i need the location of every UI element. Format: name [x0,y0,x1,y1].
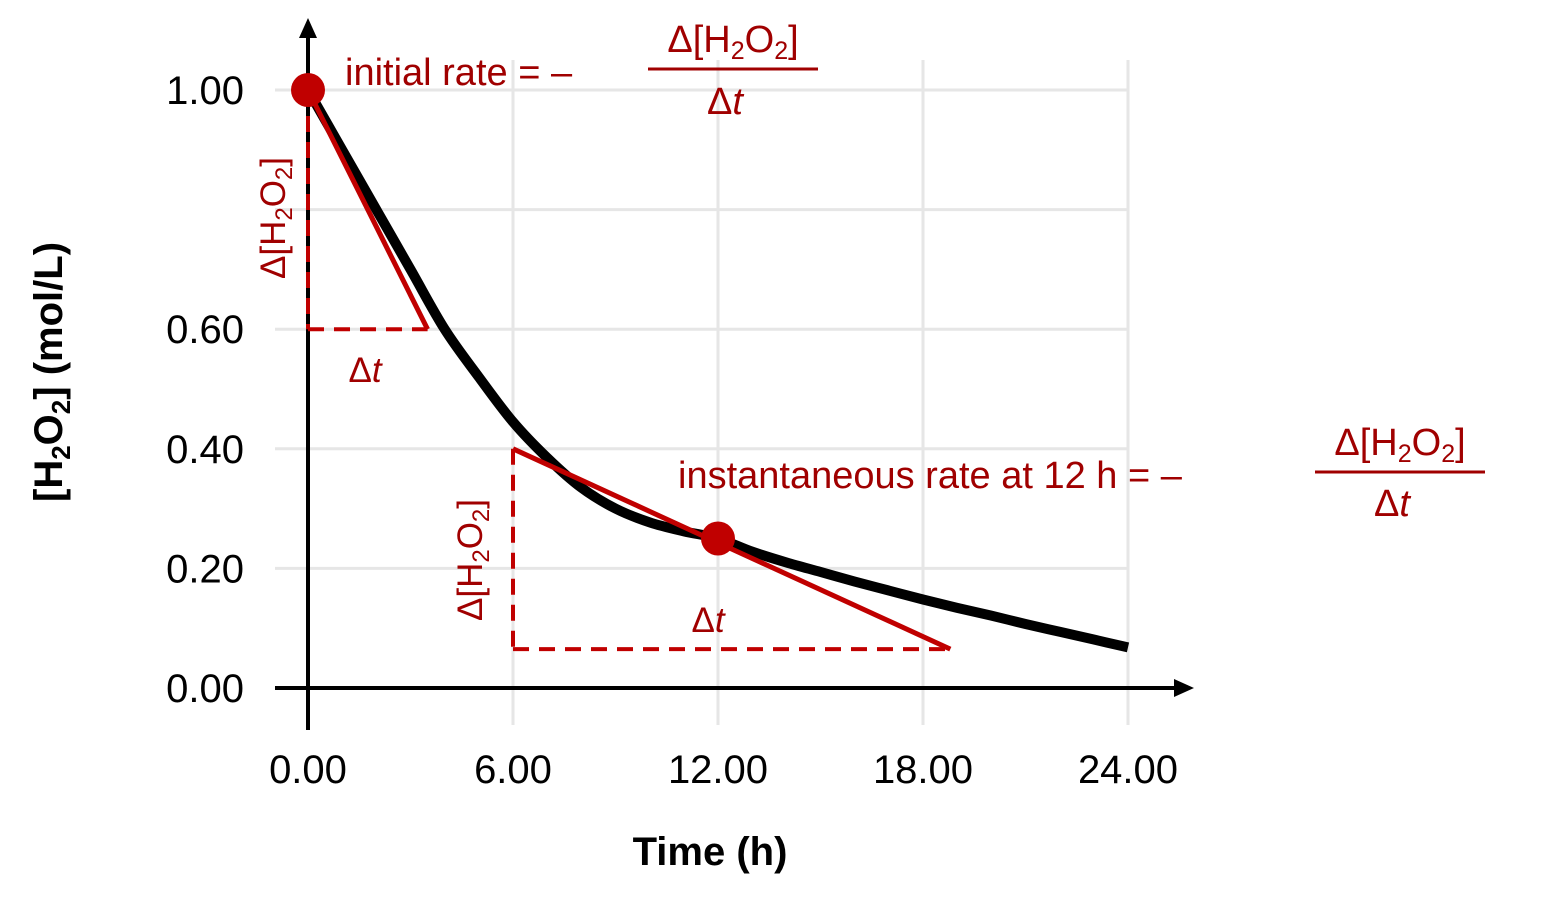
y-axis-title-mid: O [27,414,71,445]
y-tick-label-1: 0.20 [166,547,244,591]
instantaneous-rate-denominator: Δt [1374,483,1411,525]
y-tick-label-4: 1.00 [166,69,244,113]
y-tick-label-3: 0.60 [166,308,244,352]
point-markers [291,73,735,556]
y-tick-label-0: 0.00 [166,667,244,711]
axes [275,18,1194,730]
instantaneous-rate-numerator: Δ[H2O2] [1334,422,1465,468]
x-tick-label-4: 24.00 [1078,748,1178,792]
y-tick-labels: 0.00 0.20 0.40 0.60 1.00 [166,69,244,711]
y-axis-title: [H2O2] (mol/L) [27,242,76,502]
y-axis-arrow [299,18,317,38]
x-tick-label-2: 12.00 [668,748,768,792]
initial-rate-annotation: initial rate = – Δ[H2O2] Δt [345,19,818,123]
tangent-lines [305,88,952,652]
tangent-line-0 [305,88,430,331]
point-marker-1 [701,521,735,556]
initial-rate-numerator: Δ[H2O2] [667,19,798,65]
initial-rate-label: initial rate = – [345,52,573,94]
delta-t-label-initial: Δt [348,351,382,390]
instantaneous-rate-annotation: instantaneous rate at 12 h = – Δ[H2O2] Δ… [678,422,1485,525]
delta-conc-label-initial: Δ[H2O2] [254,157,298,279]
instantaneous-rate-label: instantaneous rate at 12 h = – [678,455,1183,497]
delta-conc-label-instant: Δ[H2O2] [451,499,495,621]
delta-dashed-lines [306,90,951,652]
x-tick-label-3: 18.00 [873,748,973,792]
x-tick-label-0: 0.00 [269,748,347,792]
delta-t-label-instant: Δt [691,601,725,640]
x-tick-label-1: 6.00 [474,748,552,792]
x-tick-labels: 0.00 6.00 12.00 18.00 24.00 [269,748,1178,792]
y-tick-label-2: 0.40 [166,428,244,472]
y-axis-title-open: [H [27,460,71,502]
y-axis-title-sub1: 2 [46,445,76,459]
x-axis-title: Time (h) [633,830,788,874]
initial-rate-denominator: Δt [707,81,744,123]
point-marker-0 [291,73,325,107]
y-axis-title-close: ] (mol/L) [27,242,71,400]
tangent-line-1 [511,446,952,652]
x-axis-arrow [1174,679,1194,697]
y-axis-title-sub2: 2 [46,400,76,414]
